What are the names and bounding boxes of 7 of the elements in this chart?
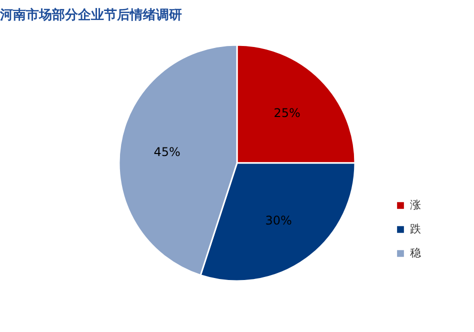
- data-label: 45%: [154, 144, 180, 159]
- legend-label: 稳: [410, 246, 421, 260]
- data-label: 30%: [265, 213, 292, 228]
- data-label: 25%: [274, 106, 300, 120]
- legend-label: 跌: [410, 222, 421, 236]
- legend-label: 涨: [410, 198, 421, 212]
- chart-title: 河南市场部分企业节后情绪调研: [0, 7, 182, 23]
